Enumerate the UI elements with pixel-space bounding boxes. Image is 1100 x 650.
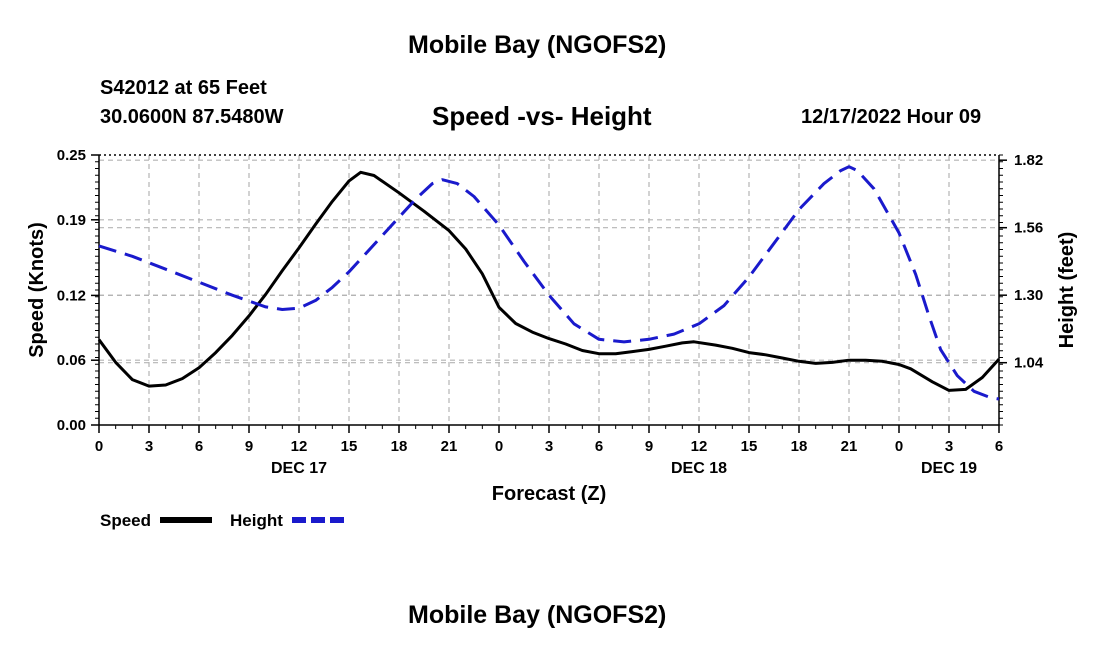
y-tick-label: 0.12: [57, 287, 86, 304]
x-tick-label: 0: [895, 438, 903, 455]
x-tick-label: 18: [391, 438, 408, 455]
y2-tick-label: 1.04: [1014, 355, 1044, 372]
series-line-height: [98, 165, 1000, 401]
y-tick-label: 0.25: [57, 147, 86, 164]
series-line-speed: [97, 170, 1001, 392]
y2-axis-label: Height (feet): [1056, 232, 1078, 349]
x-tick-label: 3: [945, 438, 953, 455]
x-tick-label: 21: [841, 438, 858, 455]
y-axis-label: Speed (Knots): [26, 222, 48, 358]
x-tick-label: 3: [545, 438, 553, 455]
chart-title: Speed -vs- Height: [432, 101, 652, 131]
x-tick-label: 21: [441, 438, 458, 455]
x-axis-label: Forecast (Z): [492, 483, 606, 505]
y2-tick-label: 1.30: [1014, 287, 1043, 304]
y-tick-label: 0.19: [57, 212, 86, 229]
legend-label-speed: Speed: [100, 511, 151, 530]
station-coords: 30.0600N 87.5480W: [100, 106, 284, 128]
x-tick-label: 3: [145, 438, 153, 455]
x-tick-label: 12: [291, 438, 308, 455]
x-tick-label: 0: [95, 438, 103, 455]
grid: [99, 155, 999, 425]
y2-tick-label: 1.82: [1014, 152, 1043, 169]
legend-label-height: Height: [230, 511, 283, 530]
x-tick-label: 9: [245, 438, 253, 455]
date-label: DEC 17: [271, 460, 327, 477]
x-tick-label: 15: [741, 438, 758, 455]
series-layer: [97, 165, 1001, 401]
x-tick-label: 6: [595, 438, 603, 455]
legend: Speed Height: [100, 511, 344, 530]
x-tick-label: 0: [495, 438, 503, 455]
labels: DEC 17 DEC 18 DEC 19 Forecast (Z) Speed (Kno…: [26, 222, 1078, 505]
x-tick-label: 6: [195, 438, 203, 455]
x-tick-label: 18: [791, 438, 808, 455]
x-tick-label: 6: [995, 438, 1003, 455]
date-label: DEC 19: [921, 460, 977, 477]
ticks: 0 3 6 9 12 15 18 21 0 3 6 9 12 15 18 21 0 3 6 0.00 0.06 0.12 0…: [57, 147, 1044, 455]
x-tick-label: 9: [645, 438, 653, 455]
page-title: Mobile Bay (NGOFS2): [408, 31, 667, 59]
station-name: S42012 at 65 Feet: [100, 77, 267, 99]
date-label: DEC 18: [671, 460, 727, 477]
footer-title: Mobile Bay (NGOFS2): [408, 601, 667, 629]
y-tick-label: 0.00: [57, 417, 86, 434]
y-tick-label: 0.06: [57, 352, 86, 369]
forecast-time: 12/17/2022 Hour 09: [801, 106, 982, 128]
x-tick-label: 15: [341, 438, 358, 455]
y2-tick-label: 1.56: [1014, 220, 1043, 237]
x-tick-label: 12: [691, 438, 708, 455]
